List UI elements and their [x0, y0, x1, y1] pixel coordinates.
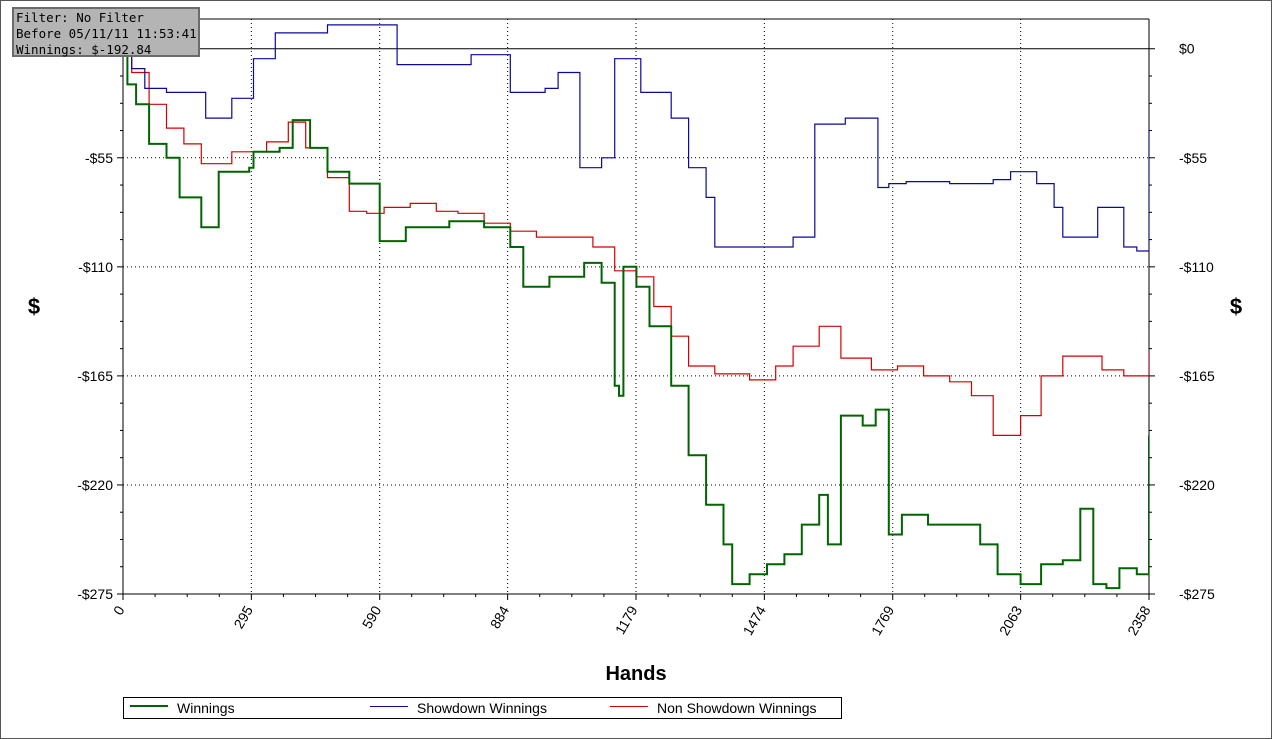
y-tick-label-left: -$275 [77, 586, 113, 602]
non-showdown-winnings-series-line [123, 48, 1149, 436]
x-tick-label: 590 [359, 603, 385, 631]
y-tick-label-left: -$165 [77, 368, 113, 384]
y-axis-title-right: $ [1230, 294, 1242, 319]
y-tick-label-right: $0 [1179, 41, 1195, 57]
legend-swatch-showdown [370, 705, 408, 707]
x-tick-label: 2063 [996, 603, 1026, 638]
x-axis-title: Hands [605, 663, 666, 685]
y-tick-label-right: -$110 [1179, 259, 1214, 275]
filter-info-box: Filter: No Filter Before 05/11/11 11:53:… [12, 7, 200, 57]
y-tick-label-left: -$220 [77, 477, 113, 493]
x-tick-label: 295 [230, 603, 256, 631]
y-tick-label-right: -$220 [1179, 477, 1215, 493]
legend-label-nonshowdown: Non Showdown Winnings [657, 700, 817, 716]
y-axis-title-left: $ [28, 294, 40, 319]
filter-text: Filter: No Filter [16, 10, 144, 25]
legend-label-winnings: Winnings [177, 700, 235, 716]
x-tick-label: 2358 [1124, 603, 1154, 638]
legend-swatch-nonshowdown [610, 705, 648, 707]
legend-item-nonshowdown: Non Showdown Winnings [610, 700, 817, 718]
winnings-total-text: Winnings: $-192.84 [16, 42, 152, 57]
legend-swatch-winnings [130, 705, 168, 708]
before-date-text: Before 05/11/11 11:53:41 [16, 26, 197, 41]
x-tick-label: 884 [487, 603, 513, 631]
y-tick-label-right: -$275 [1179, 586, 1215, 602]
y-tick-label-left: -$110 [78, 259, 113, 275]
legend-item-showdown: Showdown Winnings [370, 700, 547, 718]
legend-item-winnings: Winnings [130, 700, 235, 718]
x-tick-label: 0 [110, 603, 128, 618]
x-tick-label: 1179 [612, 603, 641, 637]
legend-label-showdown: Showdown Winnings [417, 700, 547, 716]
winnings-series-line [123, 47, 1149, 590]
x-tick-label: 1474 [740, 603, 770, 638]
y-tick-label-left: -$55 [85, 150, 113, 166]
showdown-winnings-series-line [123, 24, 1149, 252]
chart-legend: Winnings Showdown Winnings Non Showdown … [123, 697, 842, 719]
x-tick-label: 1769 [868, 603, 898, 638]
y-tick-label-right: -$165 [1179, 368, 1215, 384]
y-tick-label-right: -$55 [1179, 150, 1207, 166]
